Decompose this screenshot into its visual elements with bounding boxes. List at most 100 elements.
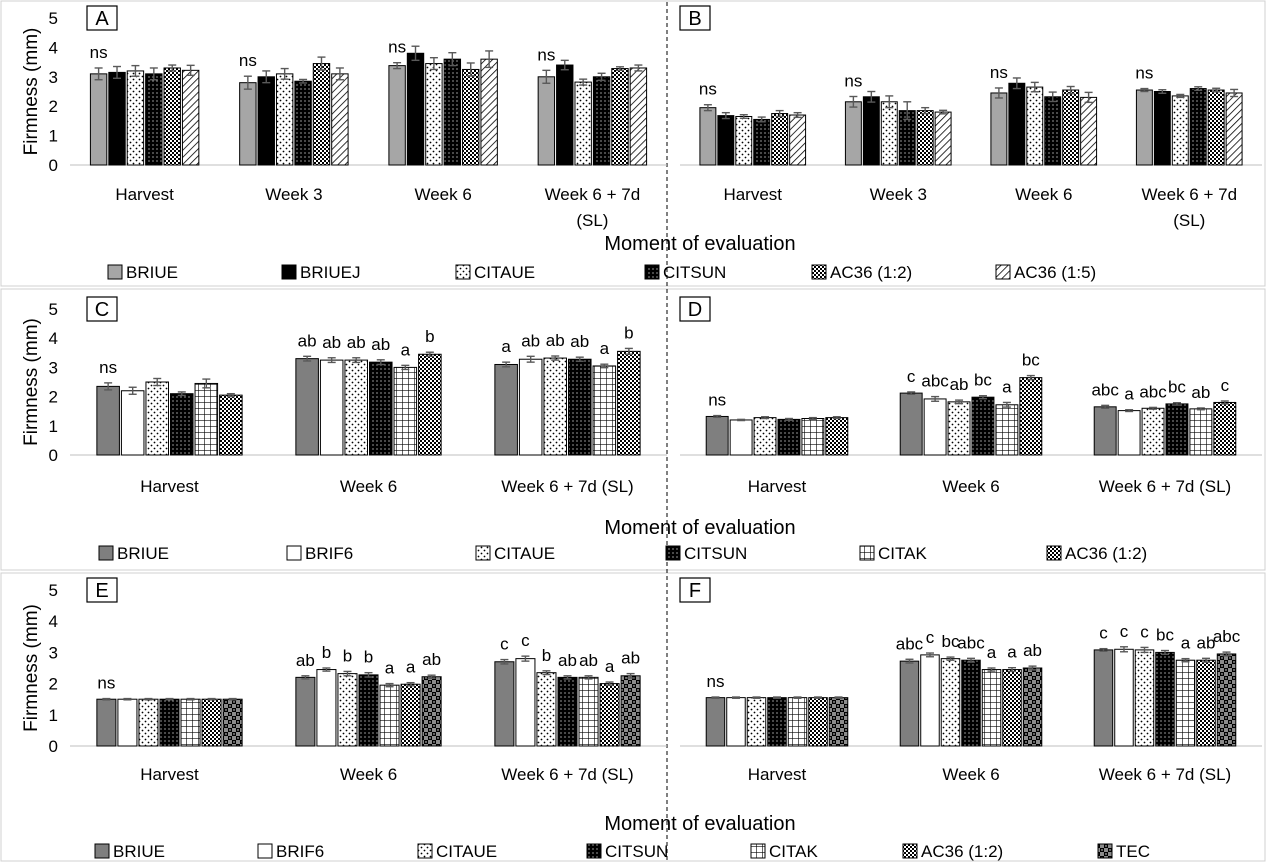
- bar: [1196, 659, 1216, 747]
- y-tick-label: 1: [49, 417, 58, 436]
- bar: [275, 73, 294, 166]
- bar: [717, 115, 735, 166]
- row-frame-top: [0, 0, 1266, 287]
- significance-label: abc: [1213, 627, 1241, 646]
- significance-label: a: [401, 340, 411, 359]
- significance-label: c: [1221, 376, 1230, 395]
- significance-label: ab: [1023, 641, 1042, 660]
- legend-label: AC36 (1:2): [921, 842, 1003, 861]
- bar: [1207, 89, 1225, 166]
- legend-swatch: [286, 545, 302, 561]
- significance-label: a: [1124, 385, 1134, 404]
- legend-swatch: [902, 843, 918, 859]
- bar: [990, 92, 1008, 166]
- bar: [620, 675, 641, 747]
- legend-label: CITAK: [769, 842, 818, 861]
- bar: [1153, 91, 1171, 166]
- category-label: Week 6 + 7d (SL): [501, 765, 633, 784]
- significance-label: ns: [1135, 64, 1153, 83]
- bar: [789, 114, 807, 166]
- bar: [537, 76, 556, 166]
- legend-swatch: [665, 545, 681, 561]
- bar: [705, 415, 729, 456]
- bar: [1134, 649, 1155, 747]
- bar: [556, 64, 574, 166]
- chart-layer: 0 1 2 3 4 5 Firmness (mm) Ans Harvest ns Week 3 ns W…: [21, 5, 1262, 861]
- significance-label: b: [542, 646, 551, 665]
- significance-label: bc: [1168, 378, 1186, 397]
- bar: [159, 698, 180, 747]
- y-tick-label: 0: [49, 446, 58, 465]
- bar: [1002, 669, 1022, 747]
- bar: [1175, 659, 1196, 747]
- significance-label: ns: [537, 45, 555, 64]
- bar: [1114, 648, 1134, 747]
- panel-label: A: [95, 8, 109, 30]
- significance-label: ns: [99, 358, 117, 377]
- bar: [543, 357, 567, 456]
- bar: [406, 52, 425, 166]
- legend-swatch: [644, 264, 660, 280]
- significance-label: ns: [990, 63, 1008, 82]
- bar: [705, 697, 726, 747]
- bar: [89, 73, 108, 166]
- bar: [592, 76, 611, 166]
- bar: [981, 669, 1002, 747]
- significance-label: ab: [347, 333, 366, 352]
- legend-swatch: [586, 843, 602, 859]
- legend-label: BRIUEJ: [300, 263, 360, 282]
- bar: [126, 70, 145, 166]
- y-tick-label: 0: [49, 737, 58, 756]
- category-label: Harvest: [115, 185, 174, 204]
- bar: [319, 359, 344, 456]
- category-label: Week 6: [942, 765, 999, 784]
- significance-label: ab: [579, 651, 598, 670]
- significance-label: ab: [422, 650, 441, 669]
- y-tick-label: 2: [49, 388, 58, 407]
- y-tick-label: 5: [49, 300, 58, 319]
- significance-label: c: [521, 631, 530, 650]
- category-label: Week 6 + 7d (SL): [1099, 477, 1231, 496]
- bar: [421, 676, 442, 747]
- category-label: Week 6 + 7d (SL): [501, 477, 633, 496]
- significance-label: c: [907, 367, 916, 386]
- legend-swatch: [859, 545, 875, 561]
- panel-label-box: [86, 5, 118, 31]
- bar: [753, 118, 771, 166]
- significance-label: ab: [570, 332, 589, 351]
- y-tick-label: 2: [49, 675, 58, 694]
- x-axis-label: Moment of evaluation: [604, 813, 795, 835]
- bar: [1093, 406, 1117, 456]
- bar: [418, 353, 442, 456]
- bar: [295, 358, 319, 456]
- significance-label: b: [425, 327, 434, 346]
- significance-label: ns: [388, 38, 406, 57]
- legend-label: AC36 (1:2): [830, 263, 912, 282]
- legend-swatch: [811, 264, 827, 280]
- bar: [771, 113, 789, 166]
- panel-label: F: [689, 580, 701, 602]
- bar: [480, 58, 498, 166]
- significance-label: ns: [708, 391, 726, 410]
- bar: [599, 683, 620, 747]
- bar: [1044, 96, 1062, 166]
- bar: [880, 101, 898, 166]
- row-legend-1: Moment of evaluation BRIUE BRIF6 CITAUE CITS…: [98, 517, 1147, 563]
- bar: [1171, 95, 1189, 166]
- y-tick-label: 4: [49, 329, 58, 348]
- legend-label: BRIUE: [117, 544, 169, 563]
- category-label: Harvest: [723, 185, 782, 204]
- legend-swatch: [94, 843, 110, 859]
- panel-b: Bns Harvest ns Week 3 ns Week 6 ns Week 6 + 7d (…: [679, 5, 1262, 230]
- row-legend-0: Moment of evaluation BRIUE BRIUEJ CITAUE CIT…: [107, 233, 1096, 282]
- bar: [578, 676, 599, 747]
- category-label: Week 6: [1015, 185, 1072, 204]
- bar: [916, 110, 934, 166]
- bar: [574, 81, 592, 166]
- significance-label: a: [1007, 643, 1017, 662]
- x-axis-label: Moment of evaluation: [604, 233, 795, 255]
- significance-label: bc: [1022, 351, 1040, 370]
